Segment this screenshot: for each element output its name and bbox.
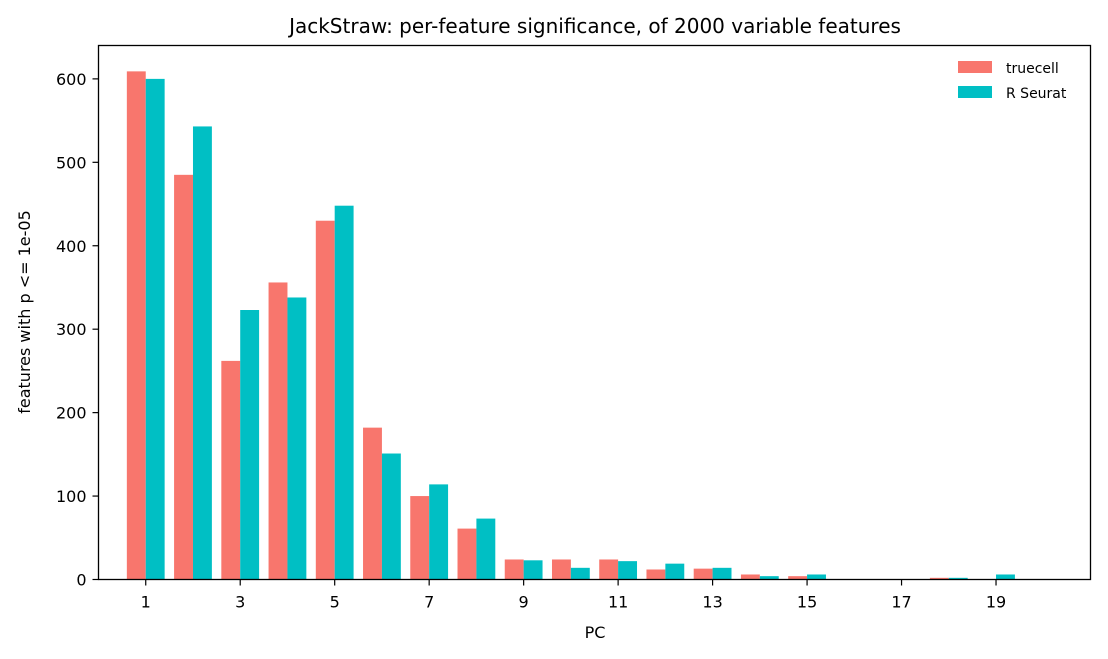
bar-r-seurat-pc11 bbox=[618, 561, 638, 580]
bar-truecell-pc3 bbox=[221, 360, 241, 580]
x-tick-label: 17 bbox=[891, 593, 911, 612]
x-tick-label: 1 bbox=[141, 593, 151, 612]
plot-frame bbox=[97, 44, 1092, 581]
x-tick-label: 9 bbox=[519, 593, 529, 612]
bar-r-seurat-pc9 bbox=[523, 560, 543, 580]
y-tick-label: 300 bbox=[56, 320, 87, 339]
legend-swatch-r-seurat bbox=[958, 86, 992, 98]
bar-truecell-pc5 bbox=[315, 220, 335, 580]
bar-truecell-pc6 bbox=[363, 427, 382, 580]
x-axis-ticks: 1 3 5 7 9 11 13 15 17 19 bbox=[141, 579, 1006, 612]
bar-r-seurat-pc12 bbox=[665, 563, 685, 580]
y-tick-label: 100 bbox=[56, 487, 87, 506]
bar-r-seurat-pc1 bbox=[145, 78, 165, 580]
y-tick-label: 200 bbox=[56, 404, 87, 423]
bar-truecell-pc9 bbox=[504, 559, 524, 580]
bar-truecell-pc10 bbox=[551, 559, 571, 580]
bars-layer bbox=[126, 71, 1015, 580]
bar-truecell-pc11 bbox=[599, 559, 619, 580]
x-tick-label: 3 bbox=[235, 593, 245, 612]
bar-truecell-pc12 bbox=[646, 569, 666, 580]
x-tick-label: 5 bbox=[330, 593, 340, 612]
bar-r-seurat-pc8 bbox=[476, 518, 496, 580]
x-tick-label: 15 bbox=[797, 593, 817, 612]
bar-r-seurat-pc3 bbox=[240, 310, 260, 580]
bar-truecell-pc15 bbox=[788, 576, 808, 580]
bar-truecell-pc2 bbox=[174, 174, 193, 580]
legend: truecell R Seurat bbox=[958, 61, 1067, 102]
bar-r-seurat-pc14 bbox=[759, 576, 779, 580]
bar-truecell-pc13 bbox=[693, 568, 713, 580]
bar-r-seurat-pc10 bbox=[570, 567, 590, 580]
legend-swatch-truecell bbox=[958, 61, 992, 73]
bar-truecell-pc7 bbox=[410, 496, 430, 580]
bar-truecell-pc18 bbox=[929, 577, 949, 580]
x-tick-label: 11 bbox=[608, 593, 628, 612]
x-axis-title: PC bbox=[585, 623, 606, 642]
bar-truecell-pc14 bbox=[740, 574, 760, 580]
bar-r-seurat-pc2 bbox=[192, 126, 212, 580]
bar-truecell-pc1 bbox=[126, 71, 146, 580]
bar-r-seurat-pc19 bbox=[996, 574, 1015, 580]
x-tick-label: 7 bbox=[424, 593, 434, 612]
bar-r-seurat-pc15 bbox=[807, 574, 826, 580]
legend-label-truecell: truecell bbox=[1006, 61, 1059, 77]
bar-r-seurat-pc4 bbox=[287, 297, 307, 580]
bar-r-seurat-pc18 bbox=[948, 577, 968, 580]
bar-truecell-pc8 bbox=[457, 528, 477, 580]
x-tick-label: 13 bbox=[702, 593, 722, 612]
bar-truecell-pc4 bbox=[268, 282, 288, 580]
y-axis-ticks: 0 100 200 300 400 500 600 bbox=[56, 70, 99, 590]
y-tick-label: 500 bbox=[56, 153, 87, 172]
y-tick-label: 0 bbox=[76, 571, 86, 590]
y-tick-label: 600 bbox=[56, 70, 87, 89]
y-axis-title: features with p <= 1e-05 bbox=[15, 210, 34, 414]
bar-r-seurat-pc5 bbox=[334, 205, 354, 580]
x-tick-label: 19 bbox=[986, 593, 1006, 612]
chart-title: JackStraw: per-feature significance, of … bbox=[287, 14, 901, 38]
y-tick-label: 400 bbox=[56, 237, 87, 256]
bar-r-seurat-pc7 bbox=[429, 484, 449, 580]
bar-r-seurat-pc13 bbox=[712, 567, 732, 580]
bar-r-seurat-pc6 bbox=[381, 453, 401, 580]
legend-label-r-seurat: R Seurat bbox=[1006, 86, 1067, 102]
